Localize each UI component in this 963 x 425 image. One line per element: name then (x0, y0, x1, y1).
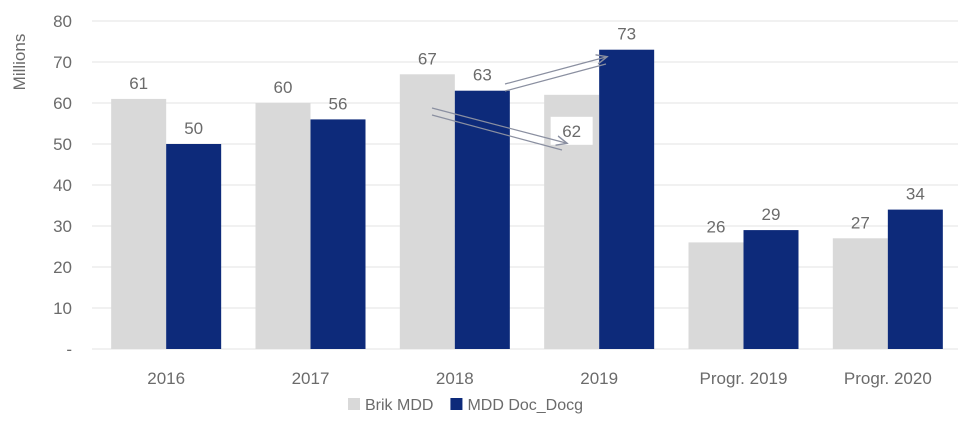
y-tick-label-0: - (66, 340, 72, 359)
y-tick-label-60: 60 (53, 94, 72, 113)
data-label-brik-mdd-1: 60 (274, 78, 293, 97)
arrow-down-2018-to-2019-inner (431, 114, 563, 151)
data-labels: 61 50 60 56 67 63 62 73 26 29 27 34 (129, 25, 925, 237)
x-tick-label-1: 2017 (292, 369, 330, 388)
bar-mdd-doc-docg-2 (454, 90, 510, 349)
bar-brik-mdd-0 (111, 98, 167, 350)
bar-mdd-doc-docg-0 (166, 144, 222, 349)
bar-brik-mdd-5 (832, 238, 888, 349)
gridlines (92, 20, 958, 350)
y-tick-label-50: 50 (53, 135, 72, 154)
bar-mdd-doc-docg-1 (310, 119, 366, 350)
data-label-mdd-doc-docg-3: 73 (617, 25, 636, 44)
legend: Brik MDD MDD Doc_Docg (348, 397, 583, 414)
annotation-arrows (431, 57, 607, 151)
bar-brik-mdd-2 (399, 74, 455, 350)
x-tick-label-2: 2018 (436, 369, 474, 388)
legend-label-brik-mdd: Brik MDD (365, 397, 433, 414)
x-axis: 2016 2017 2018 2019 Progr. 2019 Progr. 2020 (147, 369, 932, 388)
data-label-brik-mdd-5: 27 (851, 213, 870, 232)
y-tick-label-30: 30 (53, 217, 72, 236)
x-tick-label-4: Progr. 2019 (700, 369, 788, 388)
data-label-brik-mdd-3: 62 (562, 122, 581, 141)
x-tick-label-3: 2019 (580, 369, 618, 388)
data-label-mdd-doc-docg-5: 34 (906, 185, 925, 204)
data-label-brik-mdd-4: 26 (707, 217, 726, 236)
arrow-up-2018-to-2019-inner (504, 63, 607, 92)
bars (111, 49, 943, 350)
data-label-mdd-doc-docg-4: 29 (762, 205, 781, 224)
data-label-brik-mdd-0: 61 (129, 74, 148, 93)
y-tick-label-70: 70 (53, 53, 72, 72)
y-tick-label-80: 80 (53, 12, 72, 31)
bar-mdd-doc-docg-3 (599, 49, 655, 349)
legend-swatch-brik-mdd (348, 398, 360, 410)
data-label-mdd-doc-docg-2: 63 (473, 66, 492, 85)
data-label-brik-mdd-2: 67 (418, 49, 437, 68)
x-tick-label-5: Progr. 2020 (844, 369, 932, 388)
y-tick-label-40: 40 (53, 176, 72, 195)
bar-mdd-doc-docg-4 (743, 230, 799, 349)
data-label-mdd-doc-docg-0: 50 (184, 119, 203, 138)
y-tick-label-20: 20 (53, 258, 72, 277)
bar-brik-mdd-4 (688, 242, 744, 349)
legend-swatch-mdd-doc-docg (450, 398, 463, 410)
y-axis: - 10 20 30 40 50 60 70 80 (53, 12, 72, 359)
data-label-mdd-doc-docg-1: 56 (329, 94, 348, 113)
bar-brik-mdd-1 (255, 103, 311, 349)
y-tick-label-10: 10 (53, 299, 72, 318)
legend-label-mdd-doc-docg: MDD Doc_Docg (467, 397, 583, 414)
y-axis-title: Millions (10, 34, 29, 91)
bar-mdd-doc-docg-5 (887, 209, 943, 349)
arrow-down-2018-to-2019 (431, 107, 566, 143)
arrow-up-2018-to-2019 (504, 57, 606, 85)
x-tick-label-0: 2016 (147, 369, 185, 388)
